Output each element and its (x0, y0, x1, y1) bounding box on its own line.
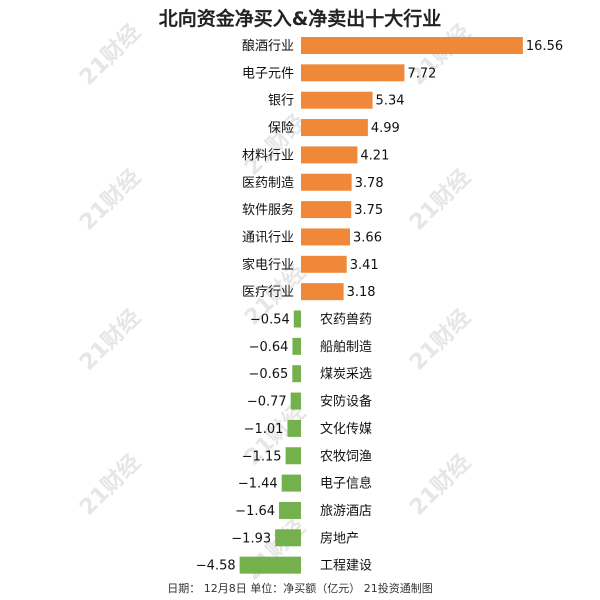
category-label: 旅游酒店 (320, 504, 372, 519)
bar (292, 365, 301, 383)
bar-row: 医药制造 3.78 (242, 173, 384, 191)
bar (290, 392, 301, 410)
bar-row: 电子信息 −1.44 (238, 474, 372, 492)
bar (301, 255, 347, 273)
value-label: 4.21 (360, 148, 389, 163)
bar (239, 556, 301, 574)
category-label: 保险 (268, 121, 294, 136)
watermark-text: 21财经 (74, 164, 145, 235)
value-label: 3.41 (350, 258, 379, 273)
category-label: 酿酒行业 (242, 38, 294, 54)
bar-row: 保险 4.99 (268, 119, 400, 137)
bar (293, 310, 301, 328)
value-label: 3.75 (354, 203, 383, 218)
watermark-text: 21财经 (239, 514, 310, 585)
watermark-text: 21财经 (404, 164, 475, 235)
category-label: 船舶制造 (320, 339, 372, 355)
watermark-text: 21财经 (74, 19, 145, 90)
bar (285, 447, 301, 465)
bar-row: 通讯行业 3.66 (242, 228, 382, 246)
value-label: −1.01 (244, 422, 284, 437)
bar-row: 船舶制造 −0.64 (249, 337, 372, 355)
value-label: 3.18 (347, 285, 376, 300)
category-label: 农牧饲渔 (320, 449, 372, 464)
value-label: −1.44 (238, 477, 278, 492)
bar (301, 146, 358, 164)
bar-row: 农药兽药 −0.54 (250, 310, 372, 328)
bar (301, 119, 368, 137)
bar-row: 医疗行业 3.18 (242, 283, 376, 301)
bar (275, 529, 301, 547)
bar (301, 283, 344, 301)
value-label: −0.54 (250, 313, 290, 328)
watermark-text: 21财经 (404, 449, 475, 520)
watermark-text: 21财经 (74, 449, 145, 520)
value-label: 16.56 (526, 39, 563, 54)
bar (301, 64, 405, 82)
category-label: 通讯行业 (242, 230, 294, 245)
category-label: 医疗行业 (242, 285, 294, 300)
category-label: 软件服务 (242, 202, 294, 218)
value-label: −4.58 (196, 559, 236, 574)
bar-row: 安防设备 −0.77 (247, 392, 372, 410)
bar (301, 37, 523, 54)
bar (301, 201, 352, 219)
category-label: 医药制造 (242, 176, 294, 191)
category-label: 银行 (268, 94, 294, 109)
category-label: 电子信息 (320, 476, 372, 492)
bar-row: 农牧饲渔 −1.15 (242, 447, 372, 465)
bar (287, 419, 301, 437)
value-label: 3.66 (353, 230, 382, 245)
bar-row: 煤炭采选 −0.65 (248, 365, 372, 383)
watermark-text: 21财经 (74, 304, 145, 375)
value-label: 5.34 (376, 94, 405, 109)
bar-row: 房地产 −1.93 (231, 529, 359, 547)
value-label: −0.77 (247, 395, 287, 410)
category-label: 煤炭采选 (320, 367, 372, 382)
value-label: −1.15 (242, 449, 282, 464)
category-label: 房地产 (320, 530, 359, 546)
value-label: 3.78 (355, 176, 384, 191)
bar-row: 材料行业 4.21 (242, 146, 389, 164)
value-label: −1.93 (231, 531, 271, 546)
category-label: 电子元件 (242, 66, 294, 81)
bar-row: 工程建设 −4.58 (196, 556, 372, 574)
chart-footer: 日期： 12月8日 单位：净买额（亿元） 21投资通制图 (167, 582, 433, 595)
bar (281, 474, 301, 492)
category-label: 家电行业 (242, 257, 294, 273)
category-label: 材料行业 (242, 148, 294, 163)
bar-row: 酿酒行业 16.56 (242, 37, 563, 54)
bar-row: 家电行业 3.41 (242, 255, 379, 273)
bar-row: 软件服务 3.75 (242, 201, 383, 219)
value-label: −0.64 (249, 340, 289, 355)
value-label: 4.99 (371, 121, 400, 136)
chart-title: 北向资金净买入&净卖出十大行业 (158, 8, 442, 30)
bar (292, 337, 301, 355)
value-label: 7.72 (407, 66, 436, 81)
bar (301, 228, 351, 246)
bars-layer: 酿酒行业 16.56 电子元件 7.72 银行 5.34 保险 4.99 材料行业 4.21 医药制… (196, 37, 563, 574)
value-label: −0.65 (248, 367, 288, 382)
bar (301, 173, 352, 191)
bar-row: 银行 5.34 (268, 91, 405, 109)
bar-row: 文化传媒 −1.01 (244, 419, 372, 437)
bar (279, 501, 301, 519)
category-label: 安防设备 (320, 394, 372, 410)
category-label: 工程建设 (320, 559, 372, 574)
bar-row: 旅游酒店 −1.64 (235, 501, 372, 519)
watermark-text: 21财经 (404, 304, 475, 375)
bar-row: 电子元件 7.72 (242, 64, 436, 82)
category-label: 文化传媒 (320, 422, 372, 437)
value-label: −1.64 (235, 504, 275, 519)
bar (301, 91, 373, 109)
category-label: 农药兽药 (320, 313, 372, 328)
